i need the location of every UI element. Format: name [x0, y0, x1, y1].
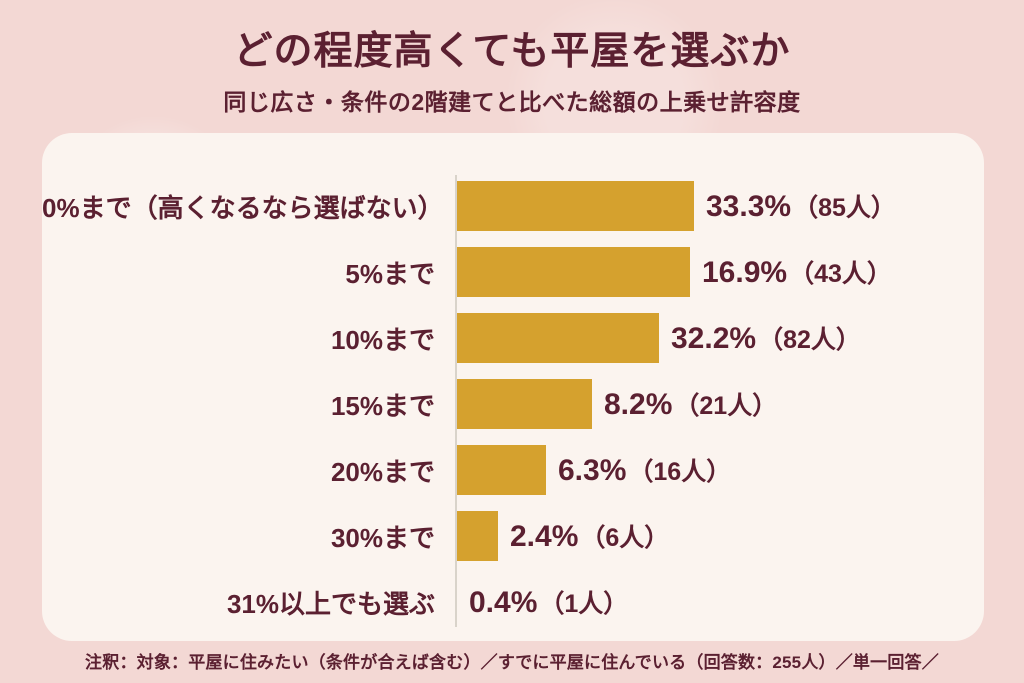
bar — [457, 247, 690, 297]
chart-row: 15%まで 8.2%（21人） — [42, 371, 984, 437]
bar-area: 6.3%（16人） — [445, 437, 984, 503]
percent-text: 8.2% — [604, 388, 673, 421]
bar — [457, 379, 592, 429]
value-label: 33.3%（85人） — [706, 188, 896, 224]
percent-text: 2.4% — [510, 520, 579, 553]
page-subtitle: 同じ広さ・条件の2階建てと比べた総額の上乗せ許容度 — [223, 89, 801, 115]
percent-text: 0.4% — [469, 586, 538, 619]
percent-text: 32.2% — [671, 322, 757, 355]
chart-row: 5%まで 16.9%（43人） — [42, 239, 984, 305]
category-label: 20%まで — [330, 456, 435, 487]
category-label: 10%まで — [330, 324, 435, 355]
value-label: 0.4%（1人） — [469, 584, 628, 620]
value-label: 32.2%（82人） — [671, 320, 861, 356]
count-text: （21人） — [674, 392, 778, 420]
count-text: （85人） — [793, 194, 896, 222]
percent-text: 33.3% — [706, 190, 792, 223]
bar-area: 0.4%（1人） — [445, 569, 984, 635]
category-label: 5%まで — [345, 258, 435, 289]
bar — [457, 511, 498, 561]
count-text: （1人） — [539, 590, 629, 618]
value-label: 2.4%（6人） — [510, 518, 669, 554]
bar-area: 2.4%（6人） — [445, 503, 984, 569]
page-title: どの程度高くても平屋を選ぶか — [233, 30, 791, 73]
category-label: 0%まで（高くなるなら選ばない） — [42, 192, 444, 223]
bar — [457, 445, 546, 495]
chart-row: 10%まで 32.2%（82人） — [42, 305, 984, 371]
chart-row: 31%以上でも選ぶ 0.4%（1人） — [42, 569, 984, 635]
chart-row: 20%まで 6.3%（16人） — [42, 437, 984, 503]
axis-baseline — [455, 175, 457, 627]
count-text: （16人） — [628, 458, 732, 486]
bar — [457, 181, 694, 231]
value-label: 8.2%（21人） — [604, 386, 777, 422]
value-label: 16.9%（43人） — [702, 254, 892, 290]
percent-text: 6.3% — [558, 454, 627, 487]
chart-row: 30%まで 2.4%（6人） — [42, 503, 984, 569]
count-text: （82人） — [758, 326, 861, 354]
percent-text: 16.9% — [702, 256, 788, 289]
chart-row: 0%まで（高くなるなら選ばない） 33.3%（85人） — [42, 173, 984, 239]
bar-area: 16.9%（43人） — [445, 239, 984, 305]
value-label: 6.3%（16人） — [558, 452, 731, 488]
bar-area: 8.2%（21人） — [445, 371, 984, 437]
bar-area: 32.2%（82人） — [445, 305, 984, 371]
bar — [457, 313, 659, 363]
chart-card: 0%まで（高くなるなら選ばない） 33.3%（85人） 5%まで 16.9%（4… — [42, 133, 984, 641]
chart-footnote: 注釈：対象：平屋に住みたい（条件が合えば含む）／すでに平屋に住んでいる（回答数：… — [85, 653, 939, 672]
category-label: 31%以上でも選ぶ — [226, 588, 435, 619]
category-label: 15%まで — [330, 390, 435, 421]
bar-chart: 0%まで（高くなるなら選ばない） 33.3%（85人） 5%まで 16.9%（4… — [42, 173, 984, 635]
count-text: （43人） — [789, 260, 892, 288]
count-text: （6人） — [580, 524, 670, 552]
category-label: 30%まで — [330, 522, 435, 553]
bar-area: 33.3%（85人） — [445, 173, 984, 239]
